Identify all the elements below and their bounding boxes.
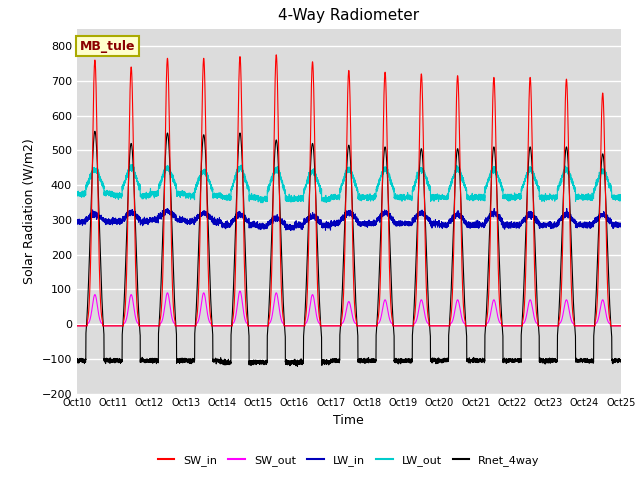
X-axis label: Time: Time — [333, 414, 364, 427]
Title: 4-Way Radiometer: 4-Way Radiometer — [278, 9, 419, 24]
Legend: SW_in, SW_out, LW_in, LW_out, Rnet_4way: SW_in, SW_out, LW_in, LW_out, Rnet_4way — [154, 450, 544, 470]
Y-axis label: Solar Radiation (W/m2): Solar Radiation (W/m2) — [23, 138, 36, 284]
Text: MB_tule: MB_tule — [79, 40, 135, 53]
